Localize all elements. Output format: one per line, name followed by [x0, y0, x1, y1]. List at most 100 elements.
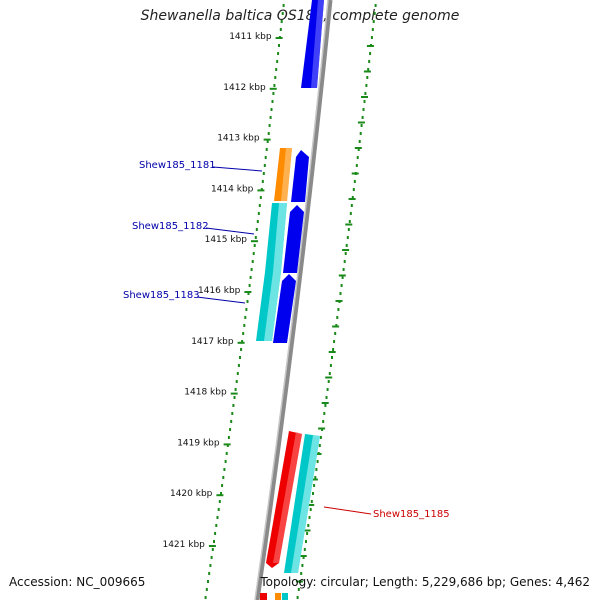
ring-dot-outer	[336, 316, 339, 319]
ring-dot-outer	[341, 276, 344, 279]
ring-dot-outer	[343, 260, 346, 263]
outer-ring-tick	[357, 121, 365, 124]
ring-dot-inner	[241, 340, 244, 343]
tick-mark	[263, 138, 271, 141]
outer-ring-tick	[295, 580, 303, 583]
ring-dot-inner	[269, 116, 272, 119]
gene-label-shew185-1183[interactable]: Shew185_1183	[123, 290, 200, 301]
ring-dot-inner	[275, 68, 278, 71]
ring-dot-inner	[245, 308, 248, 311]
ring-dot-outer	[297, 588, 300, 591]
ring-dot-inner	[231, 412, 234, 415]
ring-dot-outer	[316, 460, 319, 463]
ring-dot-outer	[315, 468, 318, 471]
ring-dot-outer	[364, 92, 367, 95]
ring-dot-inner	[261, 180, 264, 183]
ring-dot-outer	[331, 356, 333, 359]
gene-label-shew185-1181[interactable]: Shew185_1181	[139, 160, 216, 171]
ring-dot-outer	[358, 140, 361, 143]
outer-ring-tick	[366, 45, 374, 47]
ring-dot-outer	[369, 52, 372, 55]
ring-dot-outer	[326, 388, 329, 391]
outer-ring-tick	[345, 223, 353, 226]
outer-ring-tick	[338, 274, 346, 277]
ring-dot-inner	[248, 284, 251, 287]
gene-label-shew185-1185[interactable]: Shew185_1185	[373, 509, 450, 520]
map-title: Shewanella baltica OS185, complete genom…	[140, 8, 460, 24]
ring-dot-inner	[235, 380, 238, 383]
ring-dot-outer	[310, 500, 313, 503]
tick-mark	[275, 37, 283, 39]
outer-ring-tick	[363, 70, 371, 73]
tick-label: 1418 kbp	[184, 388, 227, 398]
cds-shew185-1181[interactable]	[291, 150, 309, 202]
ring-dot-inner	[222, 476, 225, 479]
cds-feature-shade	[311, 0, 324, 88]
tick-label: 1416 kbp	[198, 286, 241, 296]
ring-dot-inner	[255, 228, 258, 231]
ring-dot-outer	[368, 60, 371, 63]
ring-dot-outer	[314, 476, 317, 479]
ring-dot-outer	[306, 532, 309, 535]
outer-ring-tick	[351, 172, 359, 175]
tick-mark	[208, 545, 216, 547]
ring-dot-outer	[349, 212, 352, 215]
partial-feature-orange	[275, 593, 281, 600]
outer-ring-tick	[299, 555, 307, 557]
ring-dot-outer	[329, 364, 332, 367]
ring-dot-inner	[258, 204, 261, 207]
backbone-line	[254, 0, 333, 600]
cds-shew185-1182[interactable]	[283, 205, 304, 273]
tick-label: 1413 kbp	[217, 134, 260, 144]
leader-line-1183	[196, 296, 246, 304]
ring-dot-outer	[347, 228, 350, 231]
ring-dot-inner	[257, 212, 260, 215]
ring-dot-outer	[360, 124, 363, 127]
gene-shew185-1181-shade	[281, 148, 292, 201]
tick-label: 1417 kbp	[191, 337, 234, 347]
outer-ring-tick	[325, 376, 333, 379]
ring-dot-inner	[221, 484, 224, 487]
outer-ring-tick	[348, 198, 356, 200]
ring-dot-outer	[318, 444, 321, 447]
ring-dot-inner	[254, 236, 257, 239]
ring-dot-outer	[346, 236, 349, 239]
ring-dot-outer	[365, 84, 368, 87]
ring-dot-outer	[355, 164, 358, 167]
outer-ring-tick	[361, 96, 368, 98]
ring-dot-inner	[236, 372, 239, 375]
ring-dot-inner	[215, 524, 218, 527]
tick-label: 1411 kbp	[229, 32, 272, 42]
ring-dot-inner	[205, 588, 208, 591]
outer-ring-tick	[310, 478, 318, 481]
outer-ring-tick	[307, 504, 315, 506]
tick-label: 1415 kbp	[205, 235, 248, 245]
ring-dot-inner	[243, 324, 246, 327]
gene-shew185-1185-cyan-shade	[291, 435, 320, 573]
ring-dot-outer	[302, 556, 305, 559]
ring-dot-inner	[217, 508, 220, 511]
gene-shew185-1183-shade	[264, 272, 281, 341]
gene-label-shew185-1182[interactable]: Shew185_1182	[132, 221, 209, 232]
cds-shew185-1183[interactable]	[273, 274, 296, 343]
ring-dot-outer	[334, 332, 337, 335]
leader-line-1181	[212, 166, 263, 172]
ring-dot-outer	[363, 100, 366, 103]
accession-text: Accession: NC_009665	[9, 575, 146, 589]
ring-dot-inner	[227, 436, 230, 439]
ring-dot-inner	[239, 356, 241, 359]
ring-dot-inner	[272, 92, 275, 95]
ring-dot-outer	[305, 540, 307, 543]
ring-dot-inner	[240, 348, 243, 351]
ring-dot-inner	[220, 492, 222, 495]
ring-dot-inner	[242, 332, 245, 335]
ring-dot-inner	[207, 580, 209, 583]
ring-dot-outer	[332, 348, 335, 351]
tick-mark	[216, 494, 224, 497]
ring-dot-inner	[214, 532, 217, 535]
ring-dot-outer	[325, 396, 328, 399]
ring-dot-outer	[345, 244, 348, 247]
ring-dot-outer	[357, 148, 360, 151]
ring-dot-outer	[344, 252, 347, 255]
ring-dot-outer	[301, 564, 304, 567]
